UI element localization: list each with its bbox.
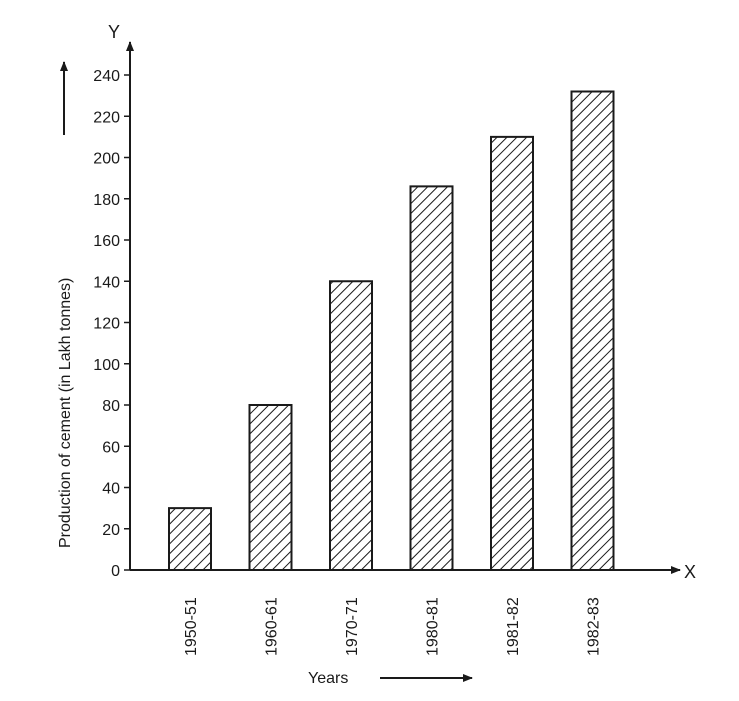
- y-tick-label: 160: [93, 233, 120, 250]
- y-tick-label: 240: [93, 68, 120, 85]
- bars: [168, 90, 615, 571]
- bar-1982-83: [570, 90, 615, 571]
- x-category-label: 1980-81: [425, 597, 442, 656]
- x-category-label: 1970-71: [344, 597, 361, 656]
- y-tick-label: 180: [93, 192, 120, 209]
- x-axis-title: Years: [308, 670, 348, 687]
- y-tick-label: 120: [93, 316, 120, 333]
- y-tick-label: 200: [93, 151, 120, 168]
- y-tick-label: 140: [93, 274, 120, 291]
- bar-1960-61: [248, 404, 293, 571]
- y-tick-label: 20: [102, 522, 120, 539]
- y-tick-label: 220: [93, 109, 120, 126]
- y-axis-title: Production of cement (in Lakh tonnes): [57, 278, 74, 548]
- y-tick-label: 60: [102, 439, 120, 456]
- x-category-label: 1982-83: [586, 597, 603, 656]
- x-category-label: 1981-82: [505, 597, 522, 656]
- bar-1970-71: [329, 280, 373, 571]
- x-category-label: 1960-61: [264, 597, 281, 656]
- y-tick-label: 80: [102, 398, 120, 415]
- bar-1950-51: [168, 507, 212, 571]
- y-tick-label: 0: [111, 563, 120, 580]
- bar-1980-81: [409, 185, 454, 571]
- y-axis-letter: Y: [108, 22, 120, 42]
- x-axis-category-labels: 1950-51 1960-61 1970-71 1980-81 1981-82 1982-…: [183, 597, 603, 656]
- y-tick-label: 100: [93, 357, 120, 374]
- y-axis-ticks: 0 20 40 60 80 100 120 140 160 180 200 220 240: [93, 68, 130, 580]
- x-axis-letter: X: [684, 562, 696, 582]
- x-category-label: 1950-51: [183, 597, 200, 656]
- bar-1981-82: [490, 135, 534, 571]
- y-tick-label: 40: [102, 481, 120, 498]
